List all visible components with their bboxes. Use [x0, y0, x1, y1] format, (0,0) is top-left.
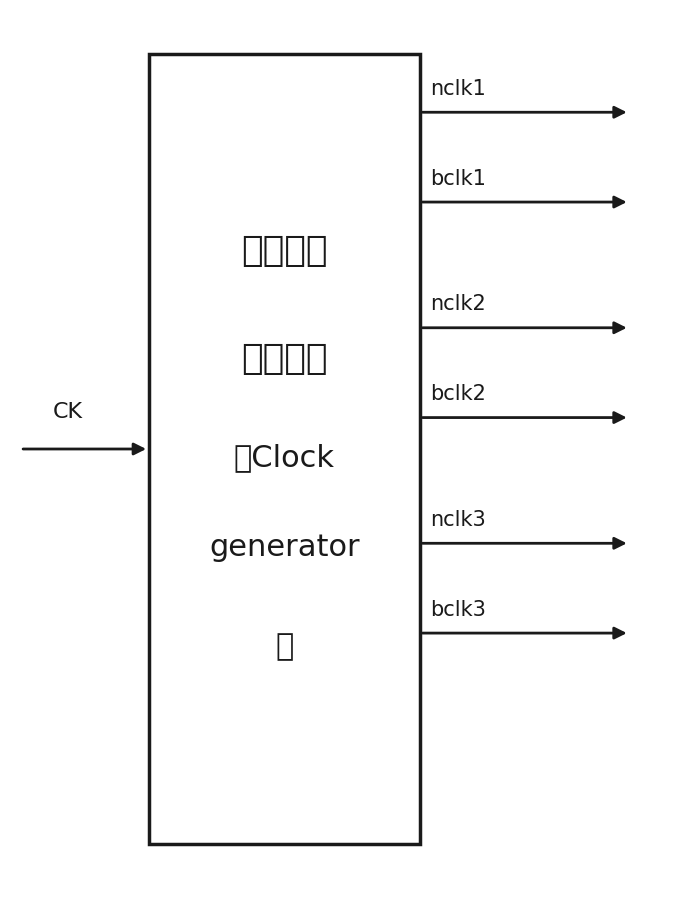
- Text: ）: ）: [276, 632, 293, 661]
- Text: bclk1: bclk1: [430, 169, 486, 189]
- Text: bclk2: bclk2: [430, 384, 486, 404]
- Text: bclk3: bclk3: [430, 600, 486, 620]
- Text: nclk1: nclk1: [430, 79, 485, 99]
- Text: generator: generator: [209, 533, 359, 562]
- Bar: [149, 54, 420, 844]
- Text: nclk2: nclk2: [430, 295, 485, 314]
- Text: nclk3: nclk3: [430, 510, 485, 530]
- Text: （Clock: （Clock: [234, 444, 335, 472]
- Text: 产生电路: 产生电路: [241, 342, 328, 376]
- Text: 时钟信号: 时钟信号: [241, 234, 328, 269]
- Text: CK: CK: [53, 402, 83, 422]
